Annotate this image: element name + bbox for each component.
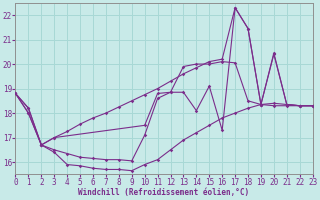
X-axis label: Windchill (Refroidissement éolien,°C): Windchill (Refroidissement éolien,°C): [78, 188, 250, 197]
